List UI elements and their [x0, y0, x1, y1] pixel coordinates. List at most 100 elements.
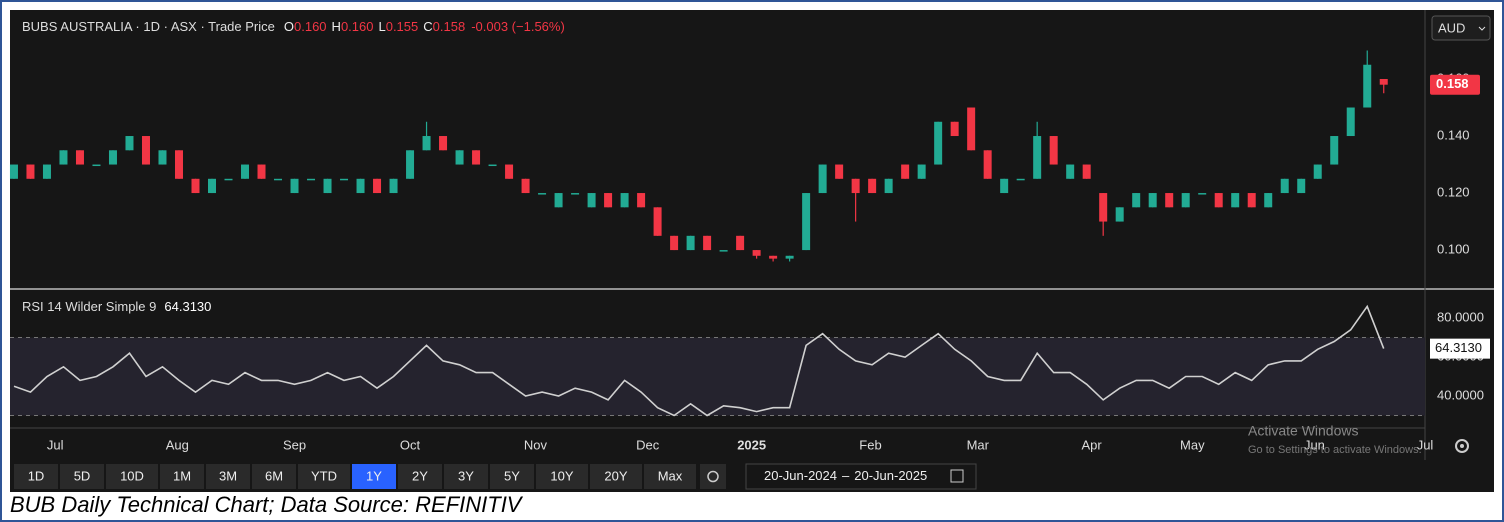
- candle-body: [1297, 178, 1306, 194]
- candle-body: [1214, 193, 1223, 208]
- candle-body: [1082, 164, 1091, 179]
- rsi-legend: RSI 14 Wilder Simple 9 64.3130: [22, 299, 211, 314]
- range-settings[interactable]: [700, 464, 726, 489]
- candle-body: [950, 121, 959, 137]
- range-label[interactable]: 6M: [265, 468, 283, 483]
- range-button[interactable]: [590, 464, 642, 489]
- range-label[interactable]: 3M: [219, 468, 237, 483]
- range-button[interactable]: [298, 464, 350, 489]
- candle-body: [75, 150, 84, 165]
- candle-body: [1000, 178, 1009, 194]
- range-button[interactable]: [398, 464, 442, 489]
- range-label[interactable]: 1Y: [366, 468, 382, 483]
- range-label[interactable]: 20Y: [604, 468, 627, 483]
- candle-body: [26, 164, 35, 179]
- currency-select[interactable]: AUD: [1431, 15, 1491, 41]
- range-label[interactable]: 2Y: [412, 468, 428, 483]
- time-tick-label: Apr: [1082, 437, 1103, 452]
- currency-box[interactable]: [1431, 15, 1491, 41]
- candle-body: [92, 164, 101, 167]
- ohlc-value: 0.160: [294, 19, 327, 34]
- date-range-text[interactable]: 20-Jun-2024–20-Jun-2025: [764, 468, 927, 483]
- range-button[interactable]: [206, 464, 250, 489]
- candle-body: [818, 164, 827, 194]
- ohlc-value: 0.160: [341, 19, 374, 34]
- range-button[interactable]: [644, 464, 696, 489]
- range-button[interactable]: [352, 464, 396, 489]
- chevron: [1478, 26, 1486, 31]
- candle-body: [736, 235, 745, 251]
- candle-body: [1099, 193, 1108, 222]
- range-label[interactable]: 10Y: [550, 468, 573, 483]
- candle-body: [802, 193, 811, 251]
- candle-body: [1033, 136, 1042, 179]
- price-tick-label: 0.100: [1437, 242, 1470, 257]
- rsi-title: RSI 14 Wilder Simple 9: [22, 299, 156, 314]
- candle-body: [422, 136, 431, 151]
- range-label[interactable]: 5Y: [504, 468, 520, 483]
- candle-body: [1115, 207, 1124, 222]
- candle-body: [1264, 193, 1273, 208]
- range-button[interactable]: [14, 464, 58, 489]
- change: -0.003 (−1.56%): [471, 19, 565, 34]
- candle-body: [455, 150, 464, 165]
- candle-body: [521, 178, 530, 194]
- time-tick-label: Dec: [636, 437, 660, 452]
- ohlc-key: H: [332, 19, 341, 34]
- currency[interactable]: AUD: [1438, 20, 1465, 35]
- time-tick-label: Nov: [524, 437, 548, 452]
- range-label[interactable]: Max: [658, 468, 683, 483]
- gear-icon[interactable]: [1455, 439, 1469, 453]
- range-label[interactable]: YTD: [311, 468, 337, 483]
- range-button[interactable]: [160, 464, 204, 489]
- candle-body: [653, 207, 662, 236]
- date-from: 20-Jun-2024: [764, 468, 837, 483]
- candle-body: [620, 193, 629, 208]
- time-tick-label: May: [1180, 437, 1205, 452]
- candle-body: [42, 164, 51, 179]
- range-label[interactable]: 1D: [28, 468, 45, 483]
- settings-gear[interactable]: [1455, 439, 1469, 453]
- rsi-tag-label: 64.3130: [1435, 340, 1482, 355]
- candle-body: [868, 178, 877, 194]
- watermark-subtitle: Go to Settings to activate Windows.: [1248, 444, 1422, 456]
- time-tick-label: Aug: [166, 437, 189, 452]
- candle-body: [389, 178, 398, 194]
- candle-body: [488, 164, 497, 167]
- candle-body: [307, 178, 316, 181]
- candle-body: [323, 178, 332, 194]
- candle-body: [1181, 193, 1190, 208]
- range-button[interactable]: [490, 464, 534, 489]
- ohlc-key: L: [378, 19, 385, 34]
- date-range[interactable]: [745, 463, 977, 490]
- candle-body: [141, 136, 150, 165]
- range-label[interactable]: 5D: [74, 468, 91, 483]
- candle-body: [884, 178, 893, 194]
- range-label[interactable]: 10D: [120, 468, 144, 483]
- price-tick-label: 0.120: [1437, 184, 1470, 199]
- rsi-tick-label: 40.0000: [1437, 387, 1484, 402]
- candle-body: [406, 150, 415, 179]
- rsi-tag: [1430, 338, 1490, 359]
- candle-body: [174, 150, 183, 179]
- candle-body: [604, 193, 613, 208]
- symbol-title: BUBS AUSTRALIA · 1D · ASX · Trade Price: [22, 19, 275, 34]
- range-button[interactable]: [252, 464, 296, 489]
- candle-body: [108, 150, 117, 165]
- candle-body: [835, 164, 844, 179]
- candle-body: [571, 193, 580, 195]
- gear-hub: [1460, 444, 1464, 448]
- calendar-icon[interactable]: [950, 469, 964, 483]
- candle-body: [637, 193, 646, 208]
- range-label[interactable]: 3Y: [458, 468, 474, 483]
- range-button[interactable]: [60, 464, 104, 489]
- candle-body: [373, 178, 382, 194]
- range-button[interactable]: [444, 464, 488, 489]
- range-button[interactable]: [536, 464, 588, 489]
- rsi-reading: 64.3130: [164, 299, 211, 314]
- range-label[interactable]: 1M: [173, 468, 191, 483]
- range-button[interactable]: [106, 464, 158, 489]
- candle-body: [1148, 193, 1157, 208]
- range-settings-icon[interactable]: [707, 470, 719, 483]
